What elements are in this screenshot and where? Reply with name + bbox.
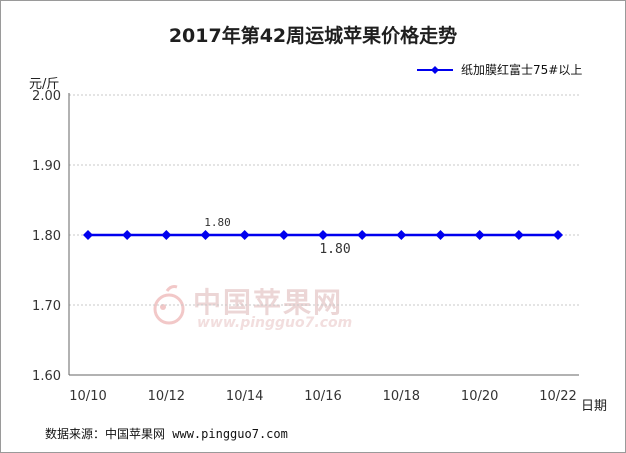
data-label: 1.80 (204, 216, 231, 229)
x-tick-label: 10/18 (383, 389, 420, 404)
data-point (278, 230, 289, 240)
y-tick-label: 1.90 (32, 159, 61, 174)
source-label: 数据来源：中国苹果网 (45, 427, 166, 441)
x-tick-label: 10/14 (226, 389, 263, 404)
data-point (553, 230, 563, 240)
data-point (357, 230, 368, 240)
data-point (239, 230, 250, 240)
data-source: 数据来源：中国苹果网 www.pingguo7.com (45, 425, 288, 442)
legend-line-marker-icon (417, 65, 453, 74)
y-tick-label: 1.70 (32, 299, 61, 314)
y-tick-label: 1.60 (32, 369, 61, 384)
data-point (396, 230, 407, 240)
x-tick-label: 10/22 (539, 389, 576, 404)
watermark-apple-logo-icon (153, 285, 185, 325)
y-axis-unit: 元/斤 (29, 77, 60, 92)
data-point (161, 230, 172, 240)
legend-series-label: 纸加膜红富士75#以上 (461, 63, 583, 77)
x-tick-label: 10/10 (69, 389, 106, 404)
data-point (474, 230, 485, 240)
x-axis-unit: 日期 (581, 399, 608, 414)
data-point (318, 230, 328, 240)
data-label: 1.80 (319, 242, 350, 257)
x-tick-label: 10/16 (304, 389, 341, 404)
legend: 纸加膜红富士75#以上 (415, 61, 582, 78)
data-point (435, 230, 446, 240)
data-point (122, 230, 133, 240)
data-point (83, 230, 93, 240)
x-tick-label: 10/20 (461, 389, 498, 404)
data-point (513, 230, 524, 240)
watermark: 中国苹果网 www.pingguo7.com (153, 281, 383, 345)
source-url: www.pingguo7.com (172, 427, 288, 441)
y-tick-label: 1.80 (32, 229, 61, 244)
data-point (200, 230, 211, 240)
chart-plot: 2.00 1.90 1.80 1.70 1.60 10/10 10/12 10/14 10/16… (32, 89, 579, 404)
chart-title: 2017年第42周运城苹果价格走势 (168, 25, 458, 47)
x-tick-label: 10/12 (148, 389, 185, 404)
watermark-en-text: www.pingguo7.com (197, 315, 353, 331)
watermark-cn-text: 中国苹果网 (193, 286, 344, 319)
y-tick-label: 2.00 (32, 89, 61, 104)
